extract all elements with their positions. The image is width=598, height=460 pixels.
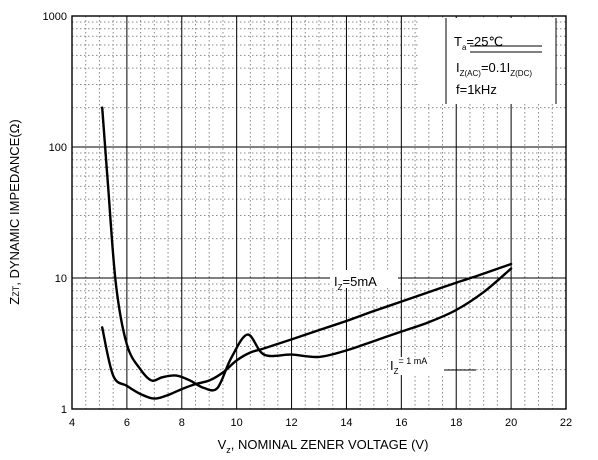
x-tick-label: 16: [395, 417, 407, 429]
y-tick-label: 100: [49, 142, 67, 154]
test-frequency: f=1kHz: [456, 82, 497, 97]
x-tick-label: 22: [560, 417, 572, 429]
y-axis-label: ZZT, DYNAMIC IMPEDANCE(Ω): [7, 119, 22, 304]
x-tick-label: 12: [285, 417, 297, 429]
x-tick-label: 8: [179, 417, 185, 429]
y-tick-label: 1: [61, 404, 67, 416]
conditions-box: Ta=25℃ IZ(AC)=0.1IZ(DC) f=1kHz: [420, 18, 556, 104]
x-tick-label: 20: [505, 417, 517, 429]
y-tick-label: 10: [55, 273, 67, 285]
y-tick-label: 1000: [43, 11, 67, 23]
x-tick-label: 14: [340, 417, 352, 429]
x-tick-label: 6: [124, 417, 130, 429]
x-tick-label: 18: [450, 417, 462, 429]
x-tick-label: 4: [69, 417, 75, 429]
x-tick-label: 10: [231, 417, 243, 429]
